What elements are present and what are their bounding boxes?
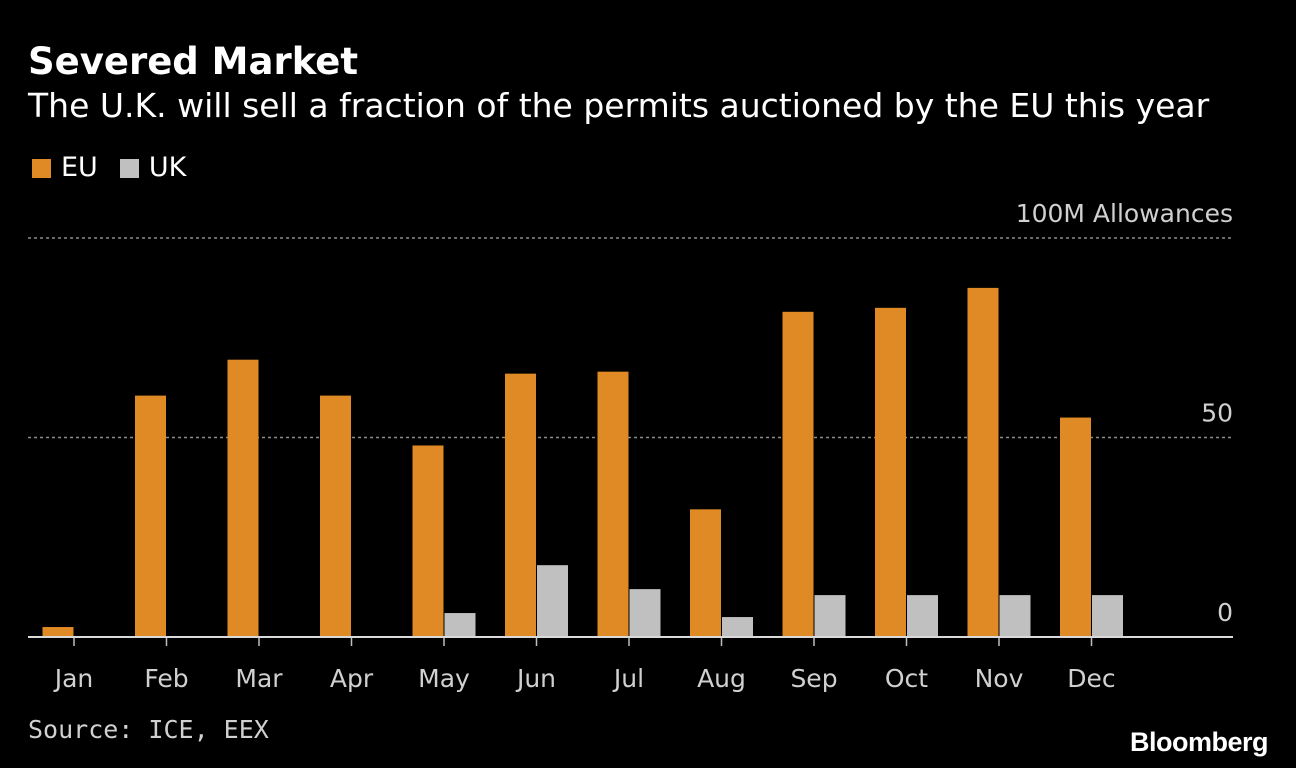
x-tick-label: Dec <box>1067 664 1115 693</box>
bar-uk-dec <box>1092 595 1123 637</box>
legend: EU UK <box>32 152 208 184</box>
y-tick-label: 50 <box>1201 399 1233 428</box>
bar-uk-jun <box>537 565 568 637</box>
bar-eu-aug <box>690 509 721 637</box>
bar-uk-oct <box>907 595 938 637</box>
bar-eu-nov <box>967 287 999 637</box>
bar-uk-may <box>444 613 476 637</box>
bar-eu-jul <box>597 371 629 637</box>
legend-swatch-uk <box>119 158 139 178</box>
axes: 0 50 100M Allowances Jan Feb Mar Apr May Jun Jul A… <box>28 199 1233 693</box>
bar-uk-aug <box>722 617 753 637</box>
legend-label-uk: UK <box>148 152 187 183</box>
x-tick-label: Oct <box>885 664 928 693</box>
legend-swatch-eu <box>32 158 51 178</box>
bar-eu-mar <box>227 359 259 637</box>
y-tick-label: 0 <box>1217 598 1233 627</box>
x-tick-label: Nov <box>975 664 1024 693</box>
x-tick-label: Aug <box>697 664 746 693</box>
x-tick-label: Jan <box>53 664 94 693</box>
legend-item-eu: EU <box>32 152 98 184</box>
bar-eu-dec <box>1060 417 1091 637</box>
bar-uk-jul <box>629 589 661 637</box>
x-tick-label: Sep <box>790 664 837 693</box>
x-tick-label: Mar <box>235 664 283 693</box>
bar-eu-oct <box>875 307 906 637</box>
x-tick-label: Apr <box>330 664 374 693</box>
legend-item-uk: UK <box>119 152 187 184</box>
bar-uk-nov <box>999 595 1031 637</box>
bars <box>42 287 1123 637</box>
bar-eu-may <box>412 445 444 637</box>
brand-logo: Bloomberg <box>1129 727 1269 757</box>
x-tick-label: May <box>418 664 470 693</box>
chart-title: Severed Market <box>28 40 359 83</box>
x-tick-label: Jul <box>612 664 644 693</box>
bar-uk-sep <box>814 595 846 637</box>
y-tick-label: 100M Allowances <box>1016 199 1233 228</box>
gridlines <box>28 237 1233 439</box>
x-tick-label: Jun <box>515 664 556 693</box>
x-tick-label: Feb <box>144 664 188 693</box>
chart-subtitle: The U.K. will sell a fraction of the per… <box>28 86 1210 125</box>
bar-eu-jan <box>42 627 74 637</box>
source-note: Source: ICE, EEX <box>28 715 269 744</box>
bar-eu-apr <box>320 395 351 637</box>
bar-eu-sep <box>782 311 814 637</box>
bar-eu-feb <box>135 395 166 637</box>
bar-eu-jun <box>505 373 536 637</box>
legend-label-eu: EU <box>61 152 98 183</box>
